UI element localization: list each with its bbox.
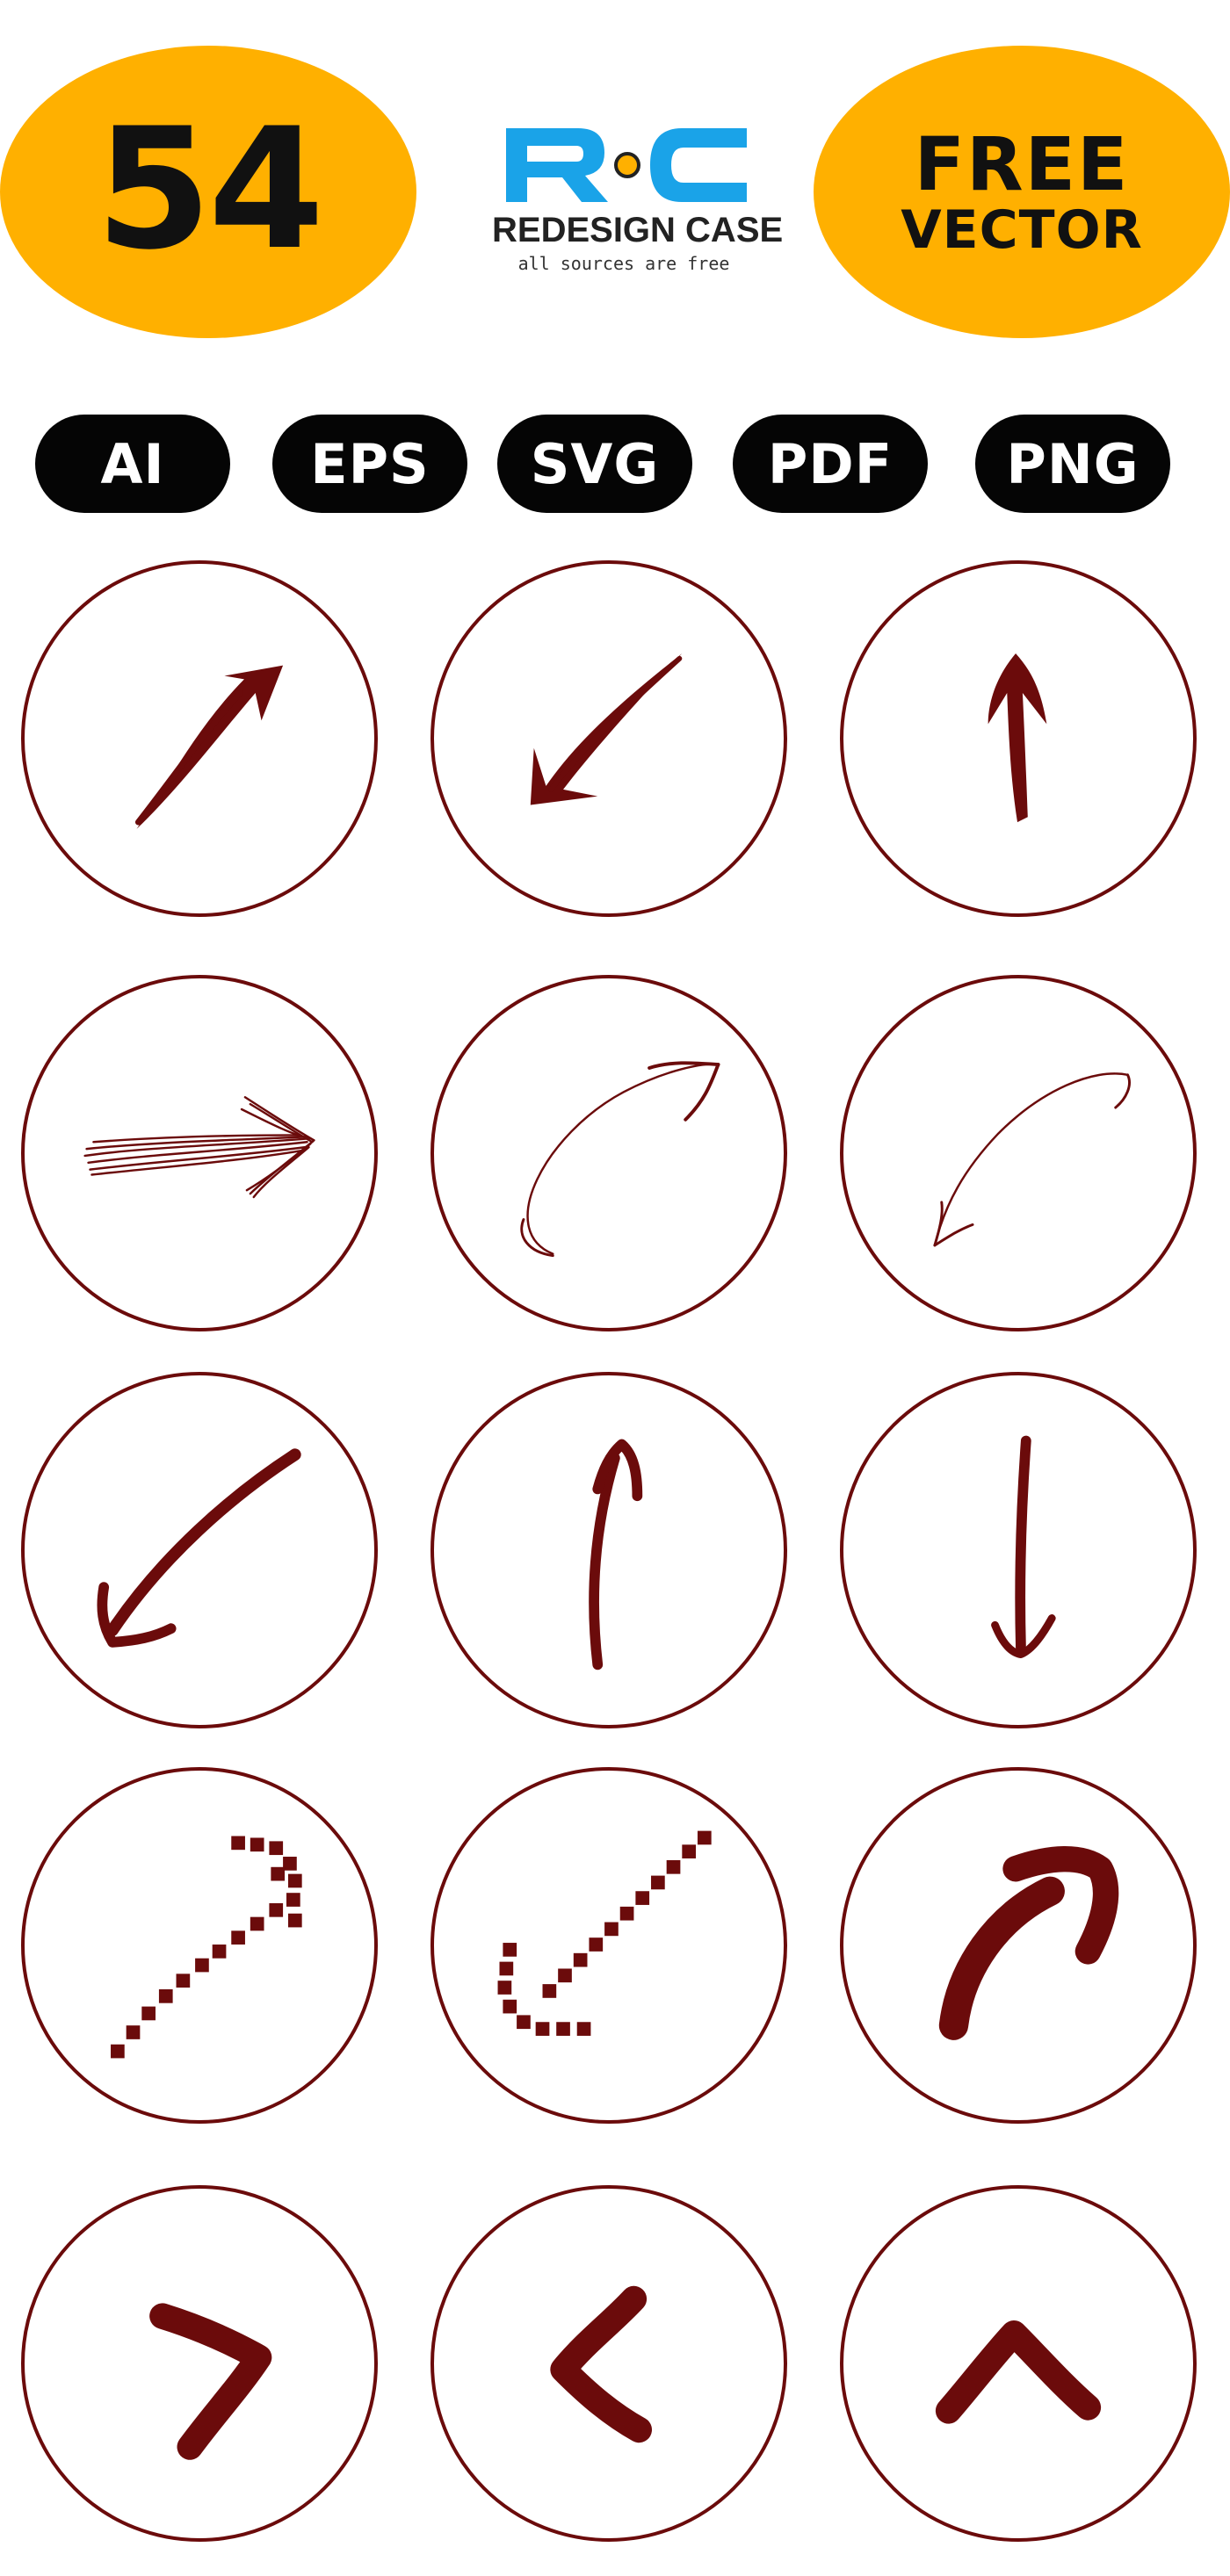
- format-pill-eps: EPS: [272, 415, 467, 513]
- arrow-curved-up-right-thin-icon: [520, 1061, 720, 1258]
- brand-name: REDESIGN CASE: [492, 211, 784, 249]
- icon-cell: [430, 2185, 787, 2542]
- icon-cell: [430, 975, 787, 1331]
- icon-cell: [21, 1767, 378, 2124]
- chevron-right-bold-icon: [149, 2303, 272, 2460]
- icon-cell: [840, 2185, 1197, 2542]
- brand-logo: REDESIGN CASE all sources are free: [492, 123, 784, 281]
- icon-cell: [21, 560, 378, 917]
- item-count-badge: 54: [0, 46, 416, 338]
- format-pill-svg: SVG: [497, 415, 692, 513]
- icon-cell: [840, 975, 1197, 1331]
- arrow-curved-up-right-bold-icon: [938, 1846, 1119, 2040]
- icon-cell: [430, 560, 787, 917]
- format-pill-pdf: PDF: [733, 415, 928, 513]
- format-pill-ai: AI: [35, 415, 230, 513]
- icon-cell: [430, 1767, 787, 2124]
- arrow-down-marker-icon: [991, 1435, 1056, 1659]
- arrow-down-left-marker-icon: [97, 1448, 301, 1648]
- icon-cell: [21, 975, 378, 1331]
- arrow-up-right-brush-icon: [134, 665, 284, 829]
- icon-cell: [840, 1372, 1197, 1728]
- arrow-down-left-dotted-icon: [497, 1830, 712, 2036]
- rc-logo-mark-icon: [506, 128, 747, 202]
- chevron-up-bold-icon: [935, 2320, 1102, 2424]
- icon-cell: [21, 1372, 378, 1728]
- icon-cell: [430, 1372, 787, 1728]
- format-pill-png: PNG: [975, 415, 1170, 513]
- vector-label: VECTOR: [901, 199, 1143, 262]
- chevron-left-bold-icon: [550, 2285, 653, 2443]
- brand-tagline: all sources are free: [517, 253, 730, 274]
- free-label: FREE: [914, 120, 1130, 207]
- arrow-up-brush-icon: [988, 653, 1047, 823]
- icon-cell: [21, 2185, 378, 2542]
- arrow-up-marker-icon: [589, 1439, 643, 1670]
- arrow-up-right-dotted-icon: [111, 1836, 302, 2059]
- arrow-right-sketch-icon: [83, 1096, 315, 1199]
- free-vector-badge: FREE VECTOR: [814, 46, 1230, 338]
- icon-cell: [840, 1767, 1197, 2124]
- arrow-curved-down-left-thin-icon: [933, 1072, 1131, 1247]
- arrow-down-left-brush-icon: [530, 653, 683, 805]
- file-format-list: AI EPS SVG PDF PNG: [0, 415, 1230, 513]
- icon-cell: [840, 560, 1197, 917]
- item-count: 54: [95, 91, 324, 286]
